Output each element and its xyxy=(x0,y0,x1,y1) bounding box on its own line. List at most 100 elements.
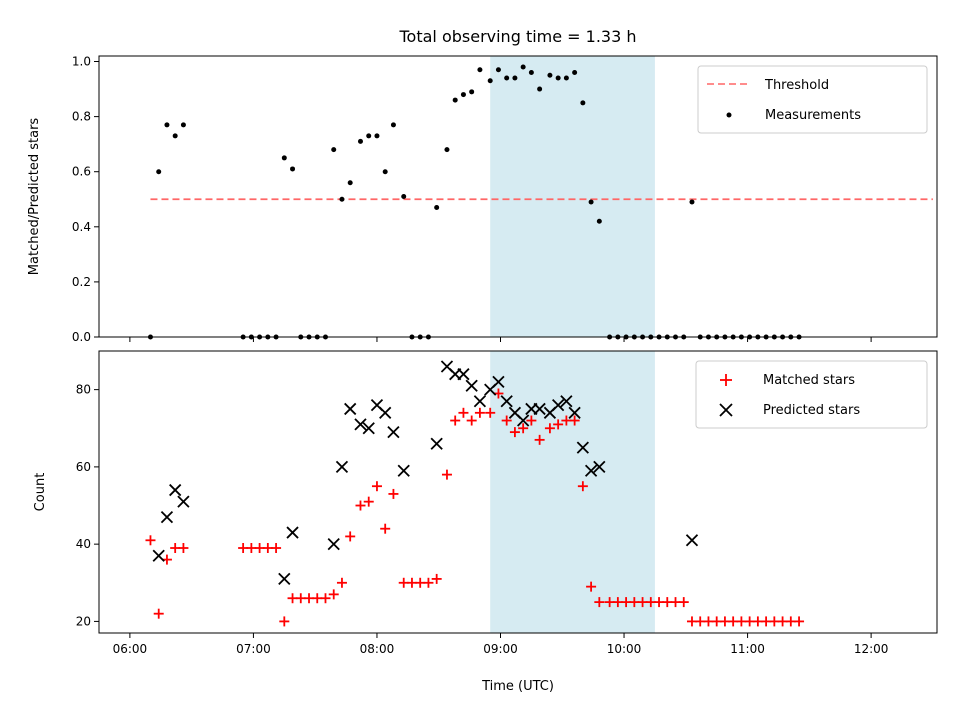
matched-star-point xyxy=(388,488,399,499)
top-y-axis: 0.0 0.2 0.4 0.6 0.8 1.0 xyxy=(72,55,99,344)
top-legend: Threshold Measurements xyxy=(697,65,928,134)
measurement-point xyxy=(172,133,178,139)
predicted-star-point xyxy=(576,441,589,454)
measurement-point xyxy=(444,147,450,153)
predicted-star-point xyxy=(685,534,699,547)
measurement-point xyxy=(504,75,510,81)
predicted-star-point xyxy=(465,379,478,392)
predicted-star-point xyxy=(584,464,598,477)
measurement-point xyxy=(281,155,287,161)
measurement-point xyxy=(382,169,388,175)
predicted-star-point xyxy=(397,464,410,477)
predicted-star-point xyxy=(278,572,291,586)
cross-bar xyxy=(457,368,470,381)
matched-star-point xyxy=(485,407,496,418)
measurement-point xyxy=(401,194,407,199)
matched-star-point xyxy=(271,543,282,554)
matched-star-point xyxy=(794,616,805,627)
measurement-point xyxy=(164,122,170,128)
matched-star-point xyxy=(178,543,189,554)
matched-star-point xyxy=(145,535,156,546)
predicted-star-point xyxy=(517,414,530,427)
matched-star-point xyxy=(380,523,391,534)
measurement-point xyxy=(563,75,569,81)
measurements-legend-swatch xyxy=(726,112,732,118)
matched-legend-swatch xyxy=(720,374,732,386)
matched-star-point xyxy=(345,531,356,542)
matched-star-point xyxy=(153,608,164,619)
predicted-star-point xyxy=(473,395,487,408)
measurement-point xyxy=(374,133,380,139)
cross-bar xyxy=(379,406,392,419)
cross-bar xyxy=(440,360,454,373)
cross-bar xyxy=(533,402,546,416)
cross-bar xyxy=(430,437,443,450)
bottom-legend: Matched stars Predicted stars xyxy=(695,360,928,429)
predicted-star-point xyxy=(286,526,299,539)
x-tick-label: 06:00 xyxy=(113,642,148,656)
cross-bar xyxy=(492,375,505,389)
matched-star-point xyxy=(441,469,452,480)
cross-bar xyxy=(517,414,530,427)
matched-legend-label: Matched stars xyxy=(763,373,855,388)
top-plot-frame xyxy=(98,55,938,338)
measurement-point xyxy=(596,218,602,224)
matched-star-point xyxy=(279,616,290,627)
x-tick-label: 11:00 xyxy=(730,642,765,656)
bottom-legend-box xyxy=(695,360,928,429)
matched-star-point xyxy=(518,423,529,434)
cross-bar xyxy=(584,464,598,477)
x-tick-label: 08:00 xyxy=(360,642,395,656)
cross-bar xyxy=(397,464,410,477)
predicted-star-point xyxy=(430,437,443,450)
cross-bar xyxy=(278,572,291,586)
measurement-point xyxy=(528,70,534,76)
measurement-point xyxy=(366,133,372,139)
x-axis-label: Time (UTC) xyxy=(481,679,554,694)
measurement-point xyxy=(347,180,353,186)
x-tick-label: 09:00 xyxy=(483,642,518,656)
measurement-point xyxy=(460,92,466,98)
matched-star-point xyxy=(678,597,689,608)
x-tick-label: 10:00 xyxy=(607,642,642,656)
cross-bar xyxy=(387,425,400,439)
predicted-star-point xyxy=(593,460,606,474)
cross-bar xyxy=(362,422,375,435)
measurement-point xyxy=(555,75,561,81)
matched-star-point xyxy=(458,407,469,418)
matched-star-point xyxy=(431,573,442,584)
cross-bar xyxy=(508,406,522,419)
y-tick-label: 0.6 xyxy=(72,165,91,179)
predicted-star-point xyxy=(362,422,375,435)
matched-star-point xyxy=(355,500,366,511)
predicted-star-point xyxy=(152,549,165,562)
predicted-stars-points xyxy=(152,360,699,586)
measurement-point xyxy=(452,97,458,103)
predicted-star-point xyxy=(457,368,470,381)
measurement-point xyxy=(512,75,518,81)
predicted-star-point xyxy=(560,395,573,408)
matched-star-point xyxy=(569,415,580,426)
matched-star-point xyxy=(336,577,347,588)
cross-bar xyxy=(500,395,513,408)
cross-bar xyxy=(177,495,190,508)
measurement-point xyxy=(390,122,396,128)
cross-bar xyxy=(354,418,367,431)
cross-bar xyxy=(552,398,565,412)
bottom-x-axis: 06:00 07:00 08:00 09:00 10:00 11:00 12:00 xyxy=(113,633,888,656)
cross-bar xyxy=(335,460,349,474)
measurement-point xyxy=(689,199,695,205)
matched-star-point xyxy=(501,415,512,426)
x-tick-label: 07:00 xyxy=(236,642,271,656)
measurement-point xyxy=(156,169,162,175)
measurement-point xyxy=(547,72,553,78)
matched-star-point xyxy=(474,407,485,418)
predicted-star-point xyxy=(177,495,190,508)
measurement-point xyxy=(434,205,440,211)
predicted-star-point xyxy=(533,402,546,416)
matched-star-point xyxy=(466,415,477,426)
measurement-point xyxy=(180,122,186,128)
threshold-legend-label: Threshold xyxy=(764,78,829,93)
matched-star-point xyxy=(450,415,461,426)
